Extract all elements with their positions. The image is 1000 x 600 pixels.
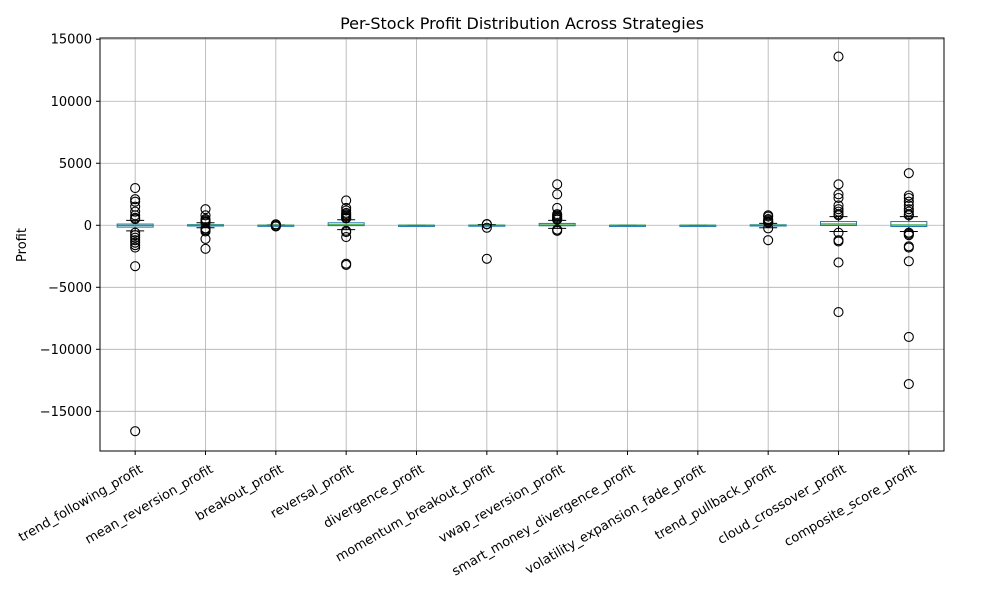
outlier-point bbox=[903, 196, 914, 207]
outlier-point bbox=[903, 168, 914, 179]
outlier-point bbox=[200, 204, 211, 215]
y-tick-label: 5000 bbox=[59, 157, 92, 172]
outlier-point bbox=[833, 179, 844, 190]
outlier-point bbox=[481, 253, 492, 264]
outlier-point bbox=[481, 219, 492, 230]
outlier-point bbox=[763, 211, 774, 222]
outlier-point bbox=[200, 233, 211, 244]
outlier-point bbox=[903, 210, 914, 221]
outlier-point bbox=[130, 235, 141, 246]
outlier-point bbox=[130, 210, 141, 221]
outlier-point bbox=[833, 192, 844, 204]
outlier-point bbox=[341, 227, 352, 238]
grid-layer bbox=[100, 38, 944, 451]
y-tick-label: −15000 bbox=[40, 405, 92, 420]
outlier-point bbox=[341, 205, 352, 216]
outlier-point bbox=[130, 230, 141, 241]
outlier-point bbox=[763, 235, 774, 246]
outlier-point bbox=[130, 426, 141, 437]
box-group-divergence_profit bbox=[398, 224, 435, 227]
box-group-cloud_crossover_profit bbox=[820, 51, 857, 318]
outlier-point bbox=[130, 242, 141, 253]
box-group-smart_money_divergence_profit bbox=[609, 224, 646, 227]
outlier-point bbox=[833, 51, 844, 62]
outlier-point bbox=[903, 378, 914, 390]
outlier-point bbox=[130, 183, 141, 194]
outlier-point bbox=[903, 204, 914, 215]
outlier-point bbox=[341, 195, 352, 206]
outlier-point bbox=[130, 214, 141, 225]
box-group-momentum_breakout_profit bbox=[468, 218, 506, 264]
outlier-point bbox=[130, 237, 141, 248]
y-tick-label: −5000 bbox=[48, 281, 92, 296]
outlier-point bbox=[130, 194, 141, 205]
outlier-point bbox=[833, 257, 844, 268]
outlier-point bbox=[833, 236, 844, 247]
outlier-point bbox=[833, 210, 844, 221]
outlier-point bbox=[130, 232, 141, 243]
box-group-volatility_expansion_fade_profit bbox=[679, 224, 717, 227]
box bbox=[890, 221, 928, 228]
outlier-point bbox=[903, 242, 914, 253]
box-group-mean_reversion_profit bbox=[187, 204, 224, 254]
outlier-point bbox=[903, 230, 914, 241]
outlier-point bbox=[130, 227, 141, 238]
outlier-point bbox=[481, 222, 492, 233]
chart-title: Per-Stock Profit Distribution Across Str… bbox=[340, 14, 704, 33]
box-group-reversal_profit bbox=[327, 195, 365, 271]
outlier-point bbox=[552, 214, 563, 225]
box-group-trend_following_profit bbox=[116, 183, 154, 437]
plot-frame bbox=[99, 37, 945, 452]
outlier-point bbox=[130, 240, 141, 251]
box-group-vwap_reversion_profit bbox=[538, 179, 576, 236]
outlier-point bbox=[200, 210, 211, 221]
outlier-point bbox=[552, 189, 563, 200]
outlier-point bbox=[552, 179, 563, 190]
outlier-point bbox=[200, 243, 211, 254]
outlier-point bbox=[763, 223, 774, 234]
box-group-breakout_profit bbox=[257, 219, 295, 232]
outlier-point bbox=[903, 206, 914, 217]
y-tick-label: 15000 bbox=[51, 33, 92, 48]
y-axis-label: Profit bbox=[15, 228, 30, 262]
outlier-point bbox=[552, 225, 563, 236]
outlier-point bbox=[270, 221, 281, 232]
y-tick-label: 0 bbox=[84, 219, 92, 234]
outlier-point bbox=[833, 204, 844, 215]
outlier-point bbox=[903, 256, 914, 267]
outlier-point bbox=[903, 192, 914, 204]
outlier-point bbox=[130, 196, 141, 207]
outlier-point bbox=[200, 226, 211, 237]
outlier-point bbox=[763, 217, 774, 228]
box-group-composite_score_profit bbox=[890, 168, 928, 390]
outlier-point bbox=[130, 206, 141, 217]
outlier-point bbox=[833, 189, 844, 200]
outlier-point bbox=[903, 331, 914, 342]
y-tick-label: −10000 bbox=[40, 343, 92, 358]
outlier-point bbox=[833, 307, 844, 318]
outlier-point bbox=[341, 259, 352, 271]
box-group-trend_pullback_profit bbox=[749, 210, 787, 246]
y-tick-label: 10000 bbox=[51, 95, 92, 110]
outlier-point bbox=[341, 213, 352, 224]
outlier-point bbox=[833, 206, 844, 217]
outlier-point bbox=[341, 232, 352, 243]
outlier-point bbox=[130, 261, 141, 272]
outlier-point bbox=[903, 190, 914, 201]
plot-layer bbox=[116, 51, 928, 437]
